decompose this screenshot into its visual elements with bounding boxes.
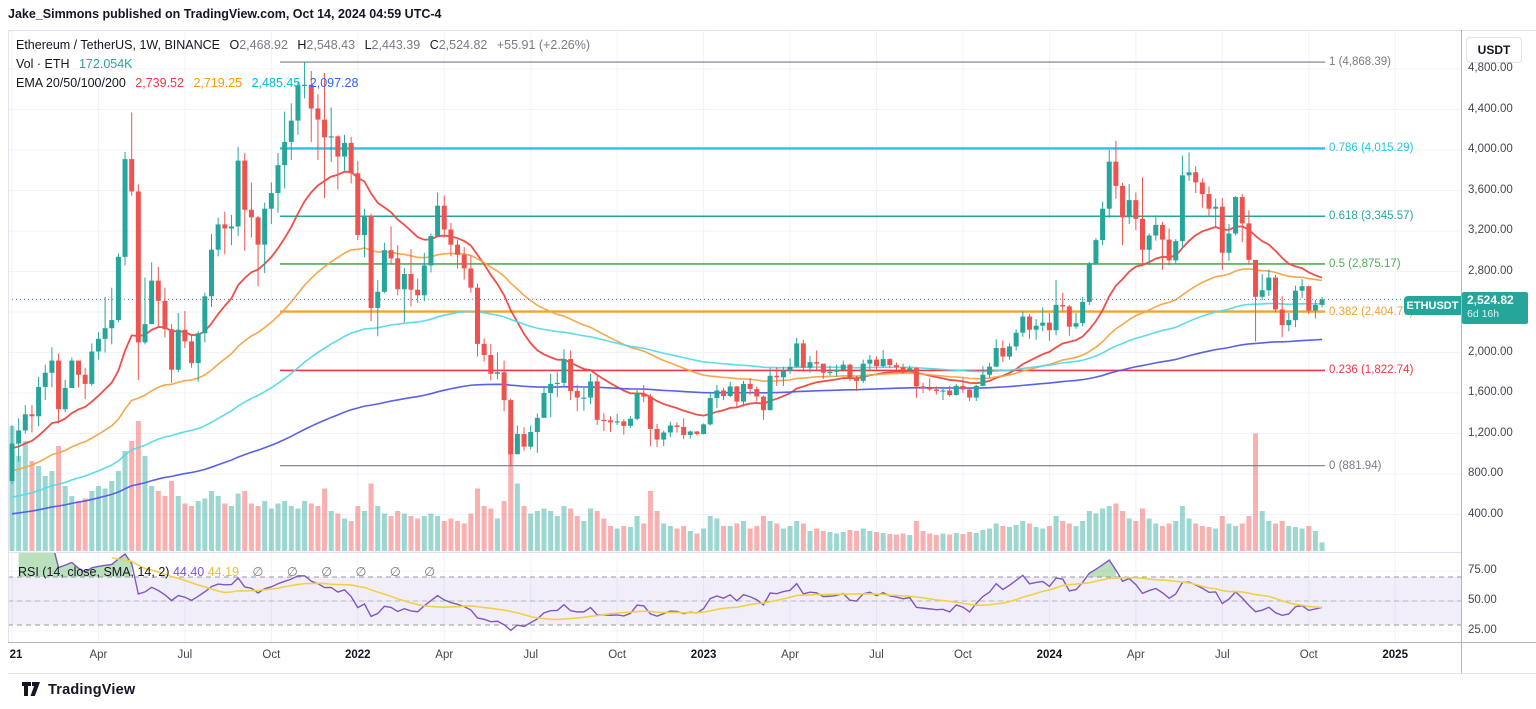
bar-countdown: 6d 16h [1467, 308, 1500, 320]
time-tick-Oct: Oct [608, 649, 627, 661]
time-tick-Jul: Jul [869, 649, 884, 661]
symbol-price-badge: ETHUSDT [1404, 296, 1461, 315]
widget-left-border [8, 30, 9, 642]
usdt-currency-button[interactable]: USDT [1466, 37, 1522, 63]
rsi-tick-75: 75.00 [1468, 564, 1497, 576]
rsi-value: 44.40 [172, 565, 205, 579]
tradingview-logo[interactable]: TradingView [22, 681, 135, 698]
fib-label-0.236[interactable]: 0.236 (1,822.74) [1329, 364, 1414, 377]
price-tick-3200: 3,200.00 [1468, 224, 1513, 236]
change-value: +55.91 (+2.26%) [496, 38, 590, 52]
time-tick-21: 21 [9, 649, 23, 661]
time-tick-Jul: Jul [523, 649, 539, 661]
price-tick-4800: 4,800.00 [1468, 62, 1513, 74]
volume-legend-row[interactable]: Vol · ETH 172.054K [16, 57, 133, 71]
tradingview-logo-icon [22, 682, 40, 696]
ema50-line [11, 247, 1323, 472]
symbol-title: Ethereum / TetherUS, 1W, BINANCE [16, 38, 221, 52]
time-axis-separator [8, 642, 1536, 643]
open-value: 2,468.92 [239, 38, 288, 52]
price-tick-3600: 3,600.00 [1468, 183, 1513, 196]
time-tick-Apr: Apr [1126, 649, 1145, 661]
close-label: C [429, 38, 439, 52]
time-tick-2022: 2022 [345, 649, 371, 661]
fib-label-0.618[interactable]: 0.618 (3,345.57) [1329, 210, 1414, 223]
chart-canvas[interactable] [8, 30, 1461, 642]
price-tick-400: 400.00 [1468, 507, 1504, 520]
time-tick-2024: 2024 [1036, 649, 1063, 661]
price-tick-800: 800.00 [1468, 467, 1504, 479]
time-tick-Apr: Apr [781, 649, 799, 661]
fib-lines [280, 61, 1326, 467]
rsi-label: RSI (14, close, SMA, 14, 2) [18, 565, 170, 579]
price-tick-1600: 1,600.00 [1468, 386, 1513, 398]
price-axis-separator [1461, 30, 1462, 673]
volume-bars [9, 421, 1325, 551]
last-price-value: 2,524.82 [1467, 293, 1514, 307]
fib-label-0.786[interactable]: 0.786 (4,015.29) [1329, 142, 1414, 155]
last-price-box: 2,524.82 6d 16h [1462, 292, 1528, 324]
widget-bottom-border [8, 673, 1536, 674]
publish-attribution: Jake_Simmons published on TradingView.co… [8, 7, 442, 21]
pane-separator[interactable] [8, 552, 1461, 553]
ema20-line [11, 170, 1323, 450]
ema100-value: 2,485.45 [251, 76, 301, 90]
fib-label-0[interactable]: 0 (881.94) [1329, 459, 1382, 472]
price-tick-2800: 2,800.00 [1468, 264, 1513, 277]
fib-label-1[interactable]: 1 (4,868.39) [1329, 56, 1392, 69]
ema-label: EMA 20/50/100/200 [16, 76, 126, 90]
price-pane [9, 61, 1326, 551]
fib-label-0.5[interactable]: 0.5 (2,875.17) [1329, 257, 1401, 270]
rsi-pane [8, 552, 1461, 632]
tradingview-logo-text: TradingView [48, 681, 136, 698]
rsi-empty-values: ∅ ∅ ∅ ∅ ∅ ∅ [252, 565, 446, 579]
time-tick-Oct: Oct [953, 649, 972, 661]
ema100-line [11, 302, 1323, 499]
rsi-tick-50: 50.00 [1468, 594, 1497, 606]
time-tick-Jul: Jul [1214, 649, 1230, 661]
price-tick-1200: 1,200.00 [1468, 426, 1513, 439]
ema-legend-row[interactable]: EMA 20/50/100/200 2,739.52 2,719.25 2,48… [16, 76, 358, 90]
price-tick-4000: 4,000.00 [1468, 143, 1513, 155]
ema50-value: 2,719.25 [193, 76, 243, 90]
close-value: 2,524.82 [438, 38, 488, 52]
time-tick-Apr: Apr [435, 649, 454, 661]
time-tick-Oct: Oct [1299, 649, 1318, 661]
candles [9, 62, 1325, 485]
time-tick-2023: 2023 [690, 649, 717, 661]
price-tick-2000: 2,000.00 [1468, 345, 1513, 358]
rsi-ma-value: 44.19 [207, 565, 239, 579]
time-tick-Oct: Oct [262, 649, 281, 661]
price-tick-4400: 4,400.00 [1468, 102, 1513, 115]
time-tick-Jul: Jul [177, 649, 193, 661]
high-value: 2,548.43 [306, 38, 356, 52]
open-label: O [229, 38, 240, 52]
fib-label-0.382[interactable]: 0.382 (2,404.77) [1329, 305, 1414, 318]
ema20-value: 2,739.52 [135, 76, 184, 90]
time-tick-2025: 2025 [1382, 649, 1408, 661]
volume-label: Vol · ETH [16, 57, 70, 71]
widget-top-border [8, 30, 1536, 31]
low-value: 2,443.39 [371, 38, 421, 52]
rsi-legend-row[interactable]: RSI (14, close, SMA, 14, 2) 44.40 44.19 … [18, 564, 445, 579]
ema200-line [11, 338, 1323, 515]
volume-value: 172.054K [78, 57, 133, 71]
ema200-value: 2,097.28 [309, 76, 359, 90]
symbol-legend-row[interactable]: Ethereum / TetherUS, 1W, BINANCE O2,468.… [16, 38, 590, 52]
high-label: H [297, 38, 307, 52]
rsi-tick-25: 25.00 [1468, 624, 1497, 636]
low-label: L [364, 38, 372, 52]
time-tick-Apr: Apr [89, 649, 108, 661]
